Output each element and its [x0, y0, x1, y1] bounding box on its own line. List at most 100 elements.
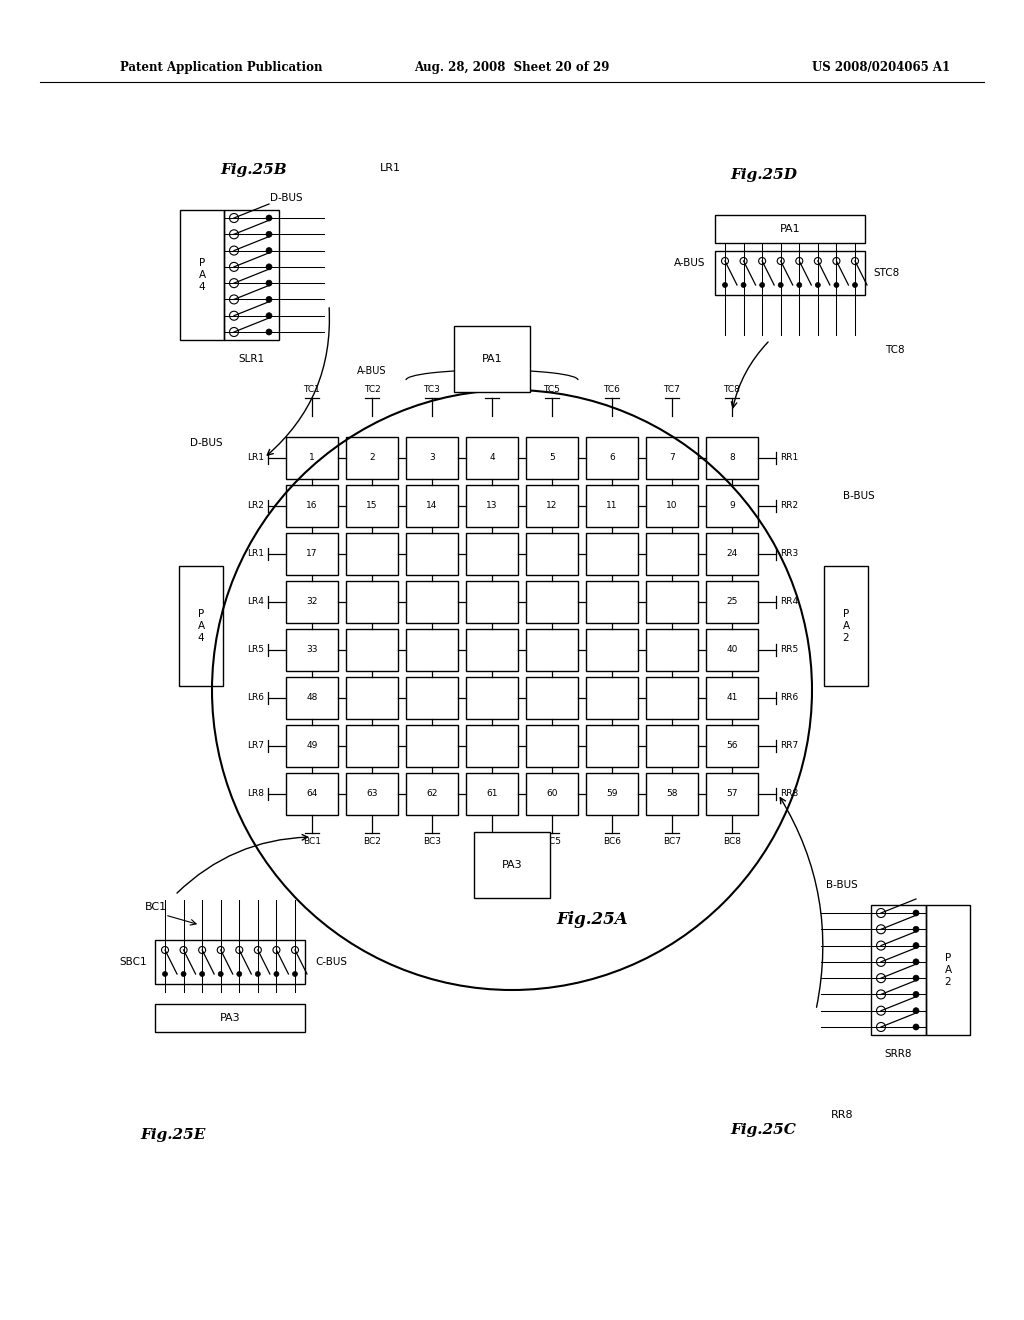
Circle shape	[778, 282, 783, 288]
Text: PA1: PA1	[481, 354, 503, 364]
Bar	[224, 210, 279, 341]
Bar	[406, 484, 458, 527]
Circle shape	[853, 282, 857, 288]
Bar	[586, 774, 638, 814]
Text: BC1: BC1	[145, 902, 167, 912]
Text: 12: 12	[547, 502, 558, 511]
Text: D-BUS: D-BUS	[189, 438, 222, 447]
Text: RR5: RR5	[780, 645, 799, 655]
Circle shape	[266, 264, 272, 269]
Bar	[526, 725, 578, 767]
Bar	[466, 725, 518, 767]
Text: 57: 57	[726, 789, 737, 799]
Circle shape	[266, 231, 272, 238]
Bar	[406, 725, 458, 767]
Circle shape	[266, 280, 272, 286]
Bar	[286, 630, 338, 671]
Text: 15: 15	[367, 502, 378, 511]
Bar	[586, 437, 638, 479]
Bar	[466, 581, 518, 623]
Text: B-BUS: B-BUS	[843, 491, 874, 502]
Bar	[466, 774, 518, 814]
Bar	[286, 725, 338, 767]
Bar	[526, 484, 578, 527]
Text: TC2: TC2	[364, 385, 380, 393]
Text: 17: 17	[306, 549, 317, 558]
Text: RR8: RR8	[830, 1110, 853, 1119]
Text: LR4: LR4	[247, 598, 264, 606]
Bar	[406, 533, 458, 576]
Text: 4: 4	[489, 454, 495, 462]
Text: 2: 2	[370, 454, 375, 462]
Circle shape	[723, 282, 727, 288]
Text: BC1: BC1	[303, 837, 321, 846]
Text: 25: 25	[726, 598, 737, 606]
Text: BC6: BC6	[603, 837, 621, 846]
Text: TC1: TC1	[303, 385, 321, 393]
Bar	[646, 437, 698, 479]
Text: 7: 7	[669, 454, 675, 462]
Bar	[406, 774, 458, 814]
Text: LR6: LR6	[247, 693, 264, 702]
Text: Fig.25B: Fig.25B	[220, 162, 287, 177]
Circle shape	[266, 329, 272, 335]
Text: A-BUS: A-BUS	[674, 257, 705, 268]
Bar	[406, 581, 458, 623]
Text: A-BUS: A-BUS	[357, 366, 387, 376]
Text: 49: 49	[306, 742, 317, 751]
Text: 40: 40	[726, 645, 737, 655]
Circle shape	[163, 972, 168, 977]
Text: 64: 64	[306, 789, 317, 799]
Bar	[706, 437, 758, 479]
Text: P
A
4: P A 4	[198, 609, 205, 643]
Text: 63: 63	[367, 789, 378, 799]
Text: 61: 61	[486, 789, 498, 799]
Bar	[926, 906, 970, 1035]
Text: 6: 6	[609, 454, 614, 462]
Text: TC7: TC7	[664, 385, 680, 393]
Text: TC5: TC5	[544, 385, 560, 393]
Circle shape	[237, 972, 242, 977]
Text: B-BUS: B-BUS	[826, 880, 858, 890]
Text: LR1: LR1	[380, 162, 401, 173]
Bar	[526, 677, 578, 719]
Bar	[871, 906, 926, 1035]
Text: US 2008/0204065 A1: US 2008/0204065 A1	[812, 62, 950, 74]
Bar	[286, 437, 338, 479]
Circle shape	[266, 297, 272, 302]
Bar	[715, 215, 865, 243]
Bar	[526, 774, 578, 814]
Circle shape	[266, 313, 272, 318]
Text: 62: 62	[426, 789, 437, 799]
Text: BC8: BC8	[723, 837, 741, 846]
Circle shape	[293, 972, 298, 977]
Text: 9: 9	[729, 502, 735, 511]
Bar	[824, 566, 868, 686]
Text: TC8: TC8	[724, 385, 740, 393]
Text: Fig.25E: Fig.25E	[140, 1129, 206, 1142]
Circle shape	[266, 215, 272, 220]
Text: D-BUS: D-BUS	[270, 193, 303, 203]
Text: TC4: TC4	[483, 385, 501, 393]
Bar	[346, 677, 398, 719]
Text: 13: 13	[486, 502, 498, 511]
Text: RR2: RR2	[780, 502, 798, 511]
Text: 59: 59	[606, 789, 617, 799]
Circle shape	[760, 282, 765, 288]
Text: TC8: TC8	[885, 345, 904, 355]
Bar	[526, 533, 578, 576]
Bar	[646, 677, 698, 719]
Text: RR8: RR8	[780, 789, 799, 799]
Bar	[586, 581, 638, 623]
Bar	[286, 581, 338, 623]
Bar	[526, 437, 578, 479]
Bar	[715, 251, 865, 294]
Text: BC4: BC4	[483, 837, 501, 846]
Bar	[706, 774, 758, 814]
Text: RR3: RR3	[780, 549, 799, 558]
Text: 3: 3	[429, 454, 435, 462]
Bar	[346, 484, 398, 527]
Bar	[586, 677, 638, 719]
Bar	[346, 533, 398, 576]
Bar	[526, 630, 578, 671]
